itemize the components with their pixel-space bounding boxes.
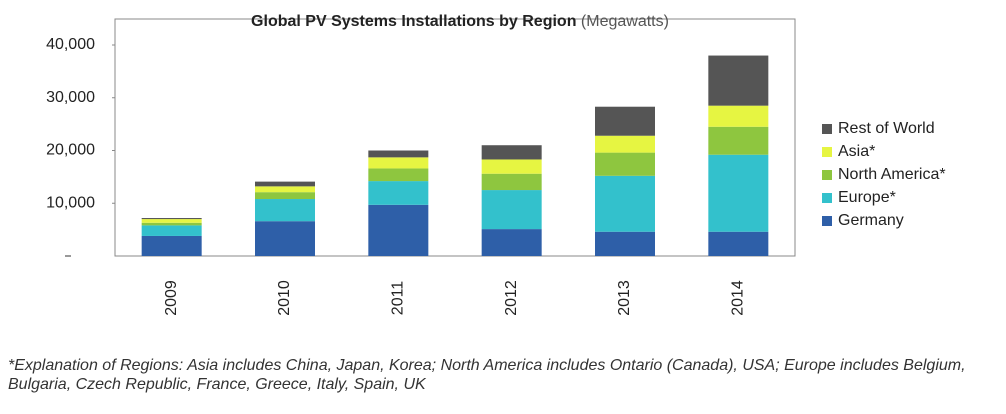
bar-segment [141, 222, 202, 226]
bar-segment [368, 150, 429, 158]
bar-segment [481, 173, 542, 191]
bar-segment [255, 186, 315, 193]
x-tick-label: 2014 [730, 280, 747, 316]
chart-title: Global PV Systems Installations by Regio… [251, 13, 669, 30]
bar-segment [595, 231, 655, 256]
y-tick-label: 10,000 [46, 194, 95, 211]
x-tick-label: 2009 [163, 280, 180, 316]
legend-swatch [822, 193, 832, 203]
legend-label: Rest of World [838, 120, 935, 137]
legend-label: North America* [838, 166, 946, 183]
y-tick-label: 20,000 [46, 142, 95, 159]
bar-segment [255, 199, 315, 222]
bar-segment [708, 55, 769, 106]
bar-segment [708, 126, 769, 155]
bar-segment [368, 181, 429, 205]
bar-segment [481, 229, 542, 256]
bar-segment [141, 218, 202, 220]
y-tick-label: 30,000 [46, 89, 95, 106]
x-tick-label: 2011 [390, 281, 407, 316]
bar-segment [708, 105, 769, 127]
legend-swatch [822, 124, 832, 134]
legend-label: Asia* [838, 143, 875, 160]
bar-segment [255, 192, 315, 200]
legend-label: Europe* [838, 189, 896, 206]
title: Global PV Systems Installations by Regio… [251, 13, 576, 30]
footnote: *Explanation of Regions: Asia includes C… [8, 357, 966, 393]
legend-swatch [822, 147, 832, 157]
bar-segment [481, 190, 542, 230]
bar-segment [255, 181, 315, 187]
subtitle: (Megawatts) [581, 13, 669, 30]
bar-segment [255, 221, 315, 256]
bar-segment [595, 135, 655, 153]
bar-segment [708, 154, 769, 232]
x-tick-label: 2013 [616, 280, 633, 316]
bar-segment [141, 225, 202, 236]
bar-segment [708, 231, 769, 256]
bar-segment [141, 219, 202, 223]
bar-segment [595, 175, 655, 232]
legend-label: Germany [838, 212, 904, 229]
legend-swatch [822, 170, 832, 180]
bar-segment [368, 157, 429, 169]
bar-segment [481, 145, 542, 160]
bar-segment [481, 159, 542, 174]
chart: Global PV Systems Installations by Regio… [46, 13, 946, 316]
x-tick-label: 2012 [503, 280, 520, 316]
y-tick-label: 40,000 [46, 36, 95, 53]
plot-frame [114, 18, 796, 257]
bar-segment [368, 204, 429, 256]
bar-segment [141, 235, 202, 256]
x-tick-label: 2010 [276, 280, 293, 316]
bar-segment [595, 152, 655, 176]
legend-swatch [822, 216, 832, 226]
bar-segment [368, 168, 429, 182]
bar-segment [595, 106, 655, 136]
